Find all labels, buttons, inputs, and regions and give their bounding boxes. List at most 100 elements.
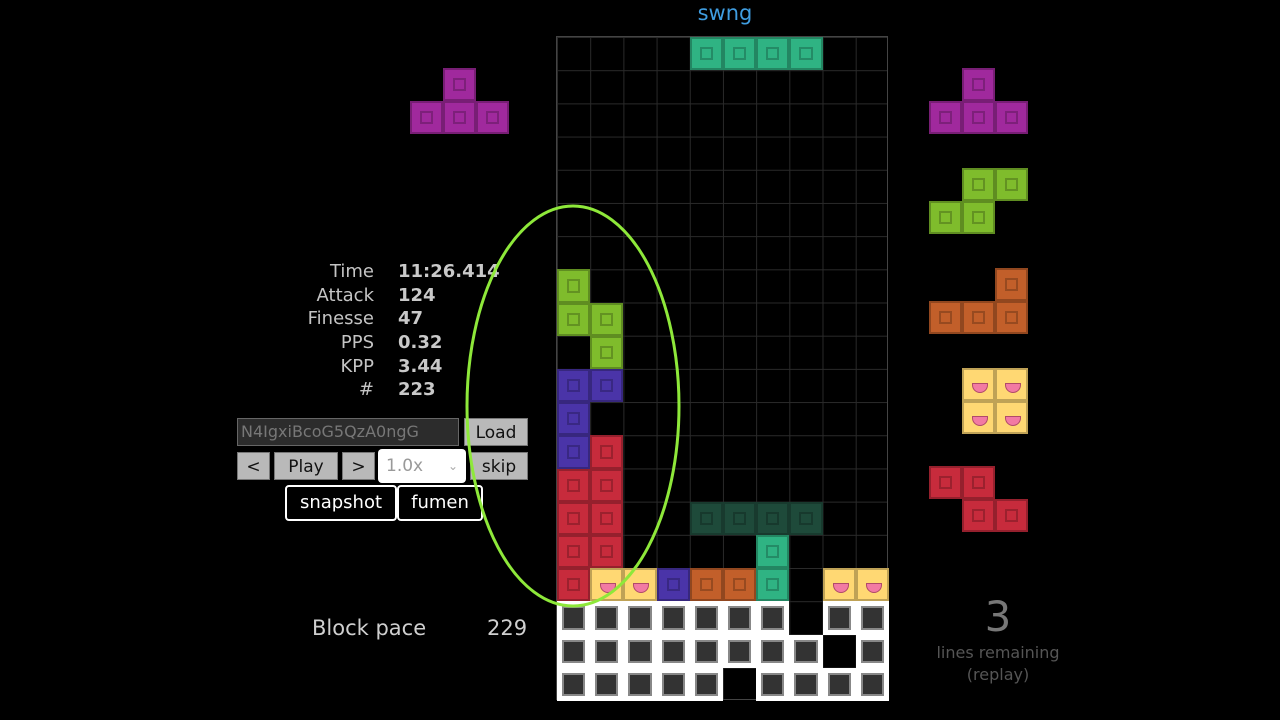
snapshot-button[interactable]: snapshot (285, 485, 397, 521)
prev-button[interactable]: < (237, 452, 270, 480)
stat-pps: PPS 0.32 (290, 331, 540, 355)
stat-value: 0.32 (398, 332, 443, 354)
stat-value: 3.44 (398, 355, 443, 377)
i-block (756, 37, 790, 71)
j-block (656, 568, 690, 602)
garbage-block (689, 667, 723, 701)
next-button[interactable]: > (342, 452, 375, 480)
ghost-block (723, 501, 757, 535)
o-block (623, 568, 657, 602)
z-block (557, 535, 591, 569)
garbage-block (623, 601, 657, 635)
play-button[interactable]: Play (274, 452, 338, 480)
s-block (962, 201, 995, 234)
stat-label: # (358, 379, 374, 401)
o-block (855, 568, 889, 602)
i-block (789, 37, 823, 71)
stat-label: Time (329, 261, 374, 282)
garbage-block (590, 667, 624, 701)
z-block (590, 468, 624, 502)
t-block (962, 101, 995, 134)
queue-piece (929, 168, 1028, 234)
garbage-block (623, 667, 657, 701)
s-block (962, 168, 995, 201)
z-block (590, 501, 624, 535)
s-block (557, 269, 591, 303)
stat-time: Time 11:26.414 (290, 260, 540, 284)
garbage-block (822, 667, 856, 701)
game-board (556, 36, 889, 701)
stat-label: Attack (316, 284, 374, 306)
j-block (557, 435, 591, 469)
garbage-block (689, 601, 723, 635)
t-block (929, 101, 962, 134)
garbage-block (689, 634, 723, 668)
s-block (995, 168, 1028, 201)
stats-panel: Time 11:26.414 Attack 124 Finesse 47 PPS 0.3… (290, 260, 540, 402)
garbage-block (855, 667, 889, 701)
hold-piece (410, 68, 510, 136)
stat-value: 47 (398, 308, 424, 330)
replay-code-input[interactable]: N4IgxiBcoG5QzA0ngG (237, 418, 459, 446)
chevron-down-icon: ⌄ (447, 459, 458, 473)
stat-value: 124 (398, 284, 436, 306)
garbage-block (789, 634, 823, 668)
z-block (929, 466, 962, 499)
t-block (443, 101, 476, 134)
lines-remaining-label: lines remaining (replay) (930, 642, 1066, 686)
block-pace-value: 229 (487, 616, 528, 640)
o-block (995, 368, 1028, 401)
garbage-block (756, 601, 790, 635)
block-pace-label: Block pace (312, 616, 427, 640)
t-block (962, 68, 995, 101)
ghost-block (789, 501, 823, 535)
garbage-block (789, 667, 823, 701)
garbage-block (590, 601, 624, 635)
garbage-block (656, 667, 690, 701)
z-block (590, 535, 624, 569)
skip-button[interactable]: skip (470, 452, 528, 480)
j-block (557, 369, 591, 403)
o-block (590, 568, 624, 602)
garbage-block (623, 634, 657, 668)
stat-value: 11:26.414 (398, 261, 500, 282)
o-block (995, 401, 1028, 434)
lines-remaining-text: lines remaining (936, 643, 1060, 662)
ghost-block (756, 501, 790, 535)
z-block (590, 435, 624, 469)
garbage-block (656, 601, 690, 635)
stat-attack: Attack 124 (290, 284, 540, 308)
fumen-button[interactable]: fumen (397, 485, 483, 521)
queue-piece (962, 368, 1028, 434)
garbage-block (723, 601, 757, 635)
z-block (962, 499, 995, 532)
garbage-block (557, 601, 591, 635)
stat-kpp: KPP 3.44 (290, 355, 540, 379)
i-block (723, 37, 757, 71)
t-block (476, 101, 509, 134)
t-block (443, 68, 476, 101)
o-block (822, 568, 856, 602)
garbage-block (557, 634, 591, 668)
stat-label: Finesse (307, 308, 374, 330)
j-block (557, 402, 591, 436)
garbage-block (855, 634, 889, 668)
stat-finesse: Finesse 47 (290, 307, 540, 331)
t-block (410, 101, 443, 134)
queue-piece (929, 68, 1028, 134)
z-block (557, 468, 591, 502)
s-block (590, 302, 624, 336)
garbage-block (822, 601, 856, 635)
load-button[interactable]: Load (464, 418, 528, 446)
l-block (995, 268, 1028, 301)
i-block (756, 535, 790, 569)
l-block (962, 301, 995, 334)
stat-label: KPP (340, 355, 374, 377)
z-block (557, 501, 591, 535)
speed-select[interactable]: 1.0x ⌄ (378, 449, 466, 483)
o-block (962, 368, 995, 401)
queue-piece (929, 268, 1028, 334)
j-block (590, 369, 624, 403)
i-block (756, 568, 790, 602)
player-name: swng (697, 1, 753, 25)
